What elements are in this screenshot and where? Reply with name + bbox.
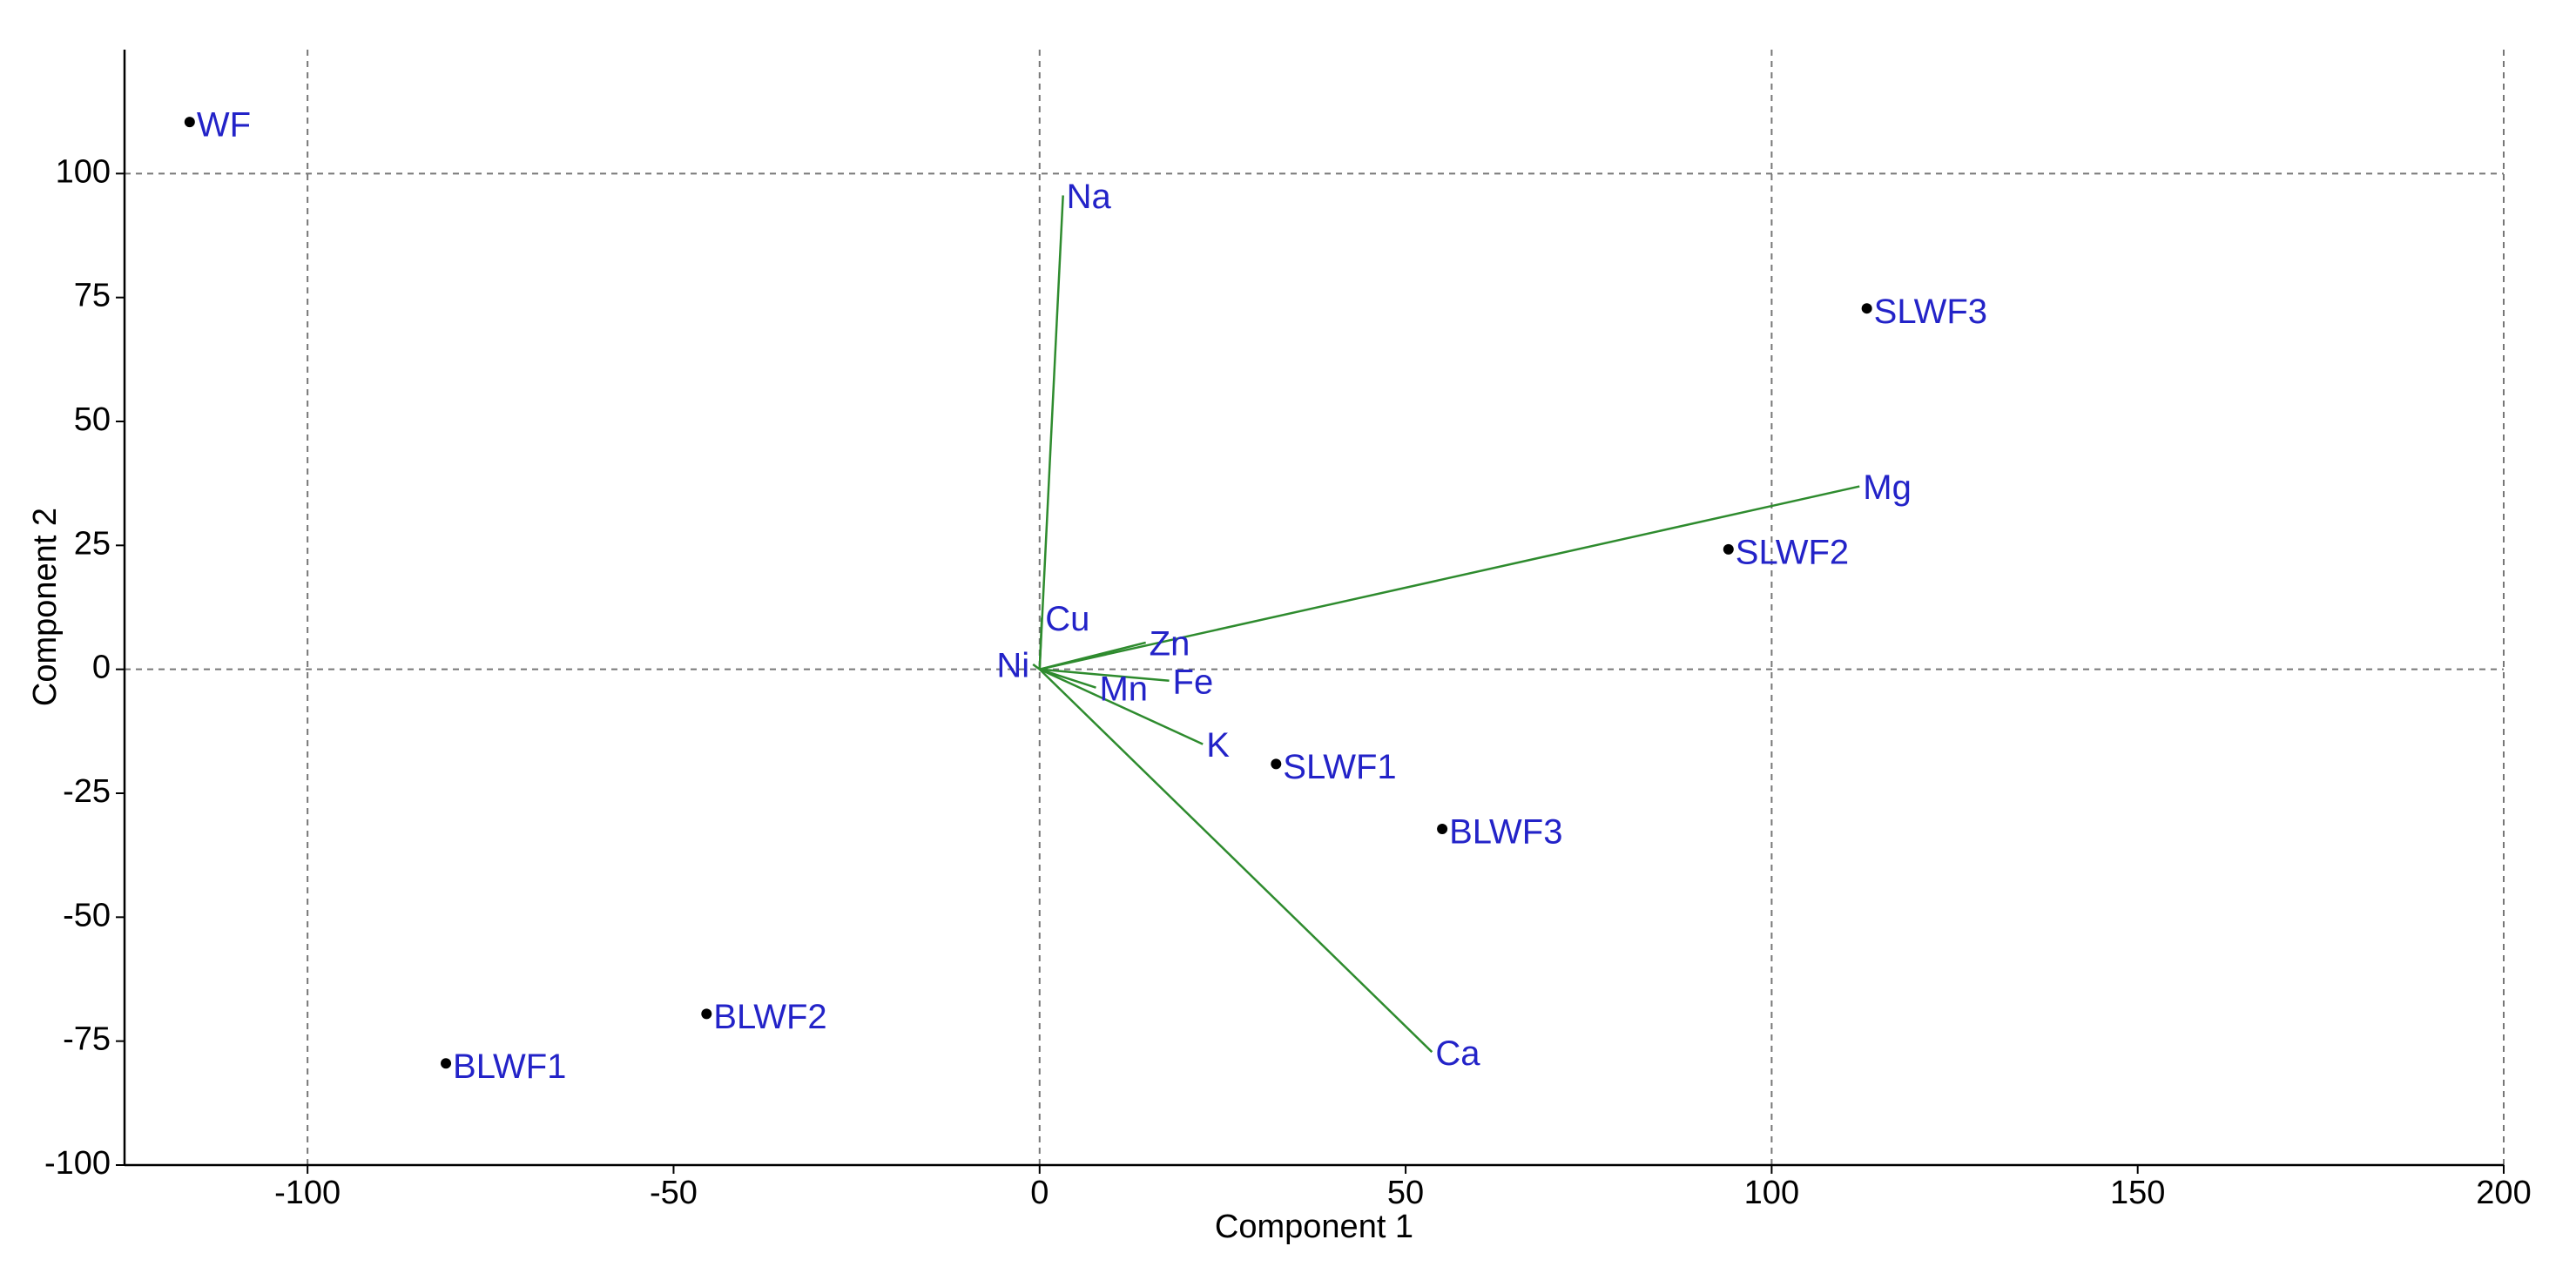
score-point — [1437, 823, 1448, 834]
score-point — [1861, 303, 1872, 314]
score-label: SLWF2 — [1736, 533, 1849, 571]
loading-vector — [1039, 668, 1096, 689]
score-label: SLWF3 — [1874, 293, 1987, 331]
loading-label: Ni — [996, 647, 1029, 685]
loading-label: Mn — [1099, 670, 1148, 708]
score-label: BLWF3 — [1449, 813, 1562, 852]
loading-label: Fe — [1173, 663, 1214, 701]
y-tick-label: 75 — [74, 278, 111, 314]
x-axis-title: Component 1 — [1215, 1209, 1413, 1245]
score-label: WF — [197, 106, 251, 145]
score-point — [1271, 758, 1282, 770]
loading-vector — [1038, 617, 1043, 670]
x-tick-label: 50 — [1387, 1175, 1424, 1211]
y-tick-label: -25 — [63, 773, 111, 810]
score-point — [184, 117, 195, 128]
x-tick-label: 100 — [1744, 1175, 1799, 1211]
loading-vector — [1038, 195, 1064, 670]
loading-label: Mg — [1863, 468, 1912, 507]
score-point — [441, 1058, 452, 1069]
loading-label: Ca — [1435, 1034, 1480, 1073]
score-point — [701, 1008, 712, 1020]
y-axis-title: Component 2 — [27, 508, 64, 706]
y-tick-label: 100 — [56, 153, 111, 190]
y-tick-label: -50 — [63, 897, 111, 933]
loading-vector — [1039, 668, 1204, 745]
score-label: BLWF2 — [713, 998, 826, 1036]
x-tick-label: 150 — [2110, 1175, 2165, 1211]
loading-vector — [1039, 668, 1170, 683]
loading-vector — [1039, 485, 1860, 670]
loading-vector — [1032, 663, 1041, 670]
score-label: BLWF1 — [453, 1048, 566, 1086]
loading-vector — [1038, 668, 1433, 1054]
x-tick-label: -50 — [650, 1175, 698, 1211]
loading-label: Cu — [1045, 600, 1089, 638]
loading-label: Na — [1067, 178, 1112, 216]
loading-label: Zn — [1150, 624, 1190, 663]
loading-vector — [1039, 641, 1146, 670]
y-tick-label: 0 — [92, 650, 111, 686]
x-tick-label: -100 — [274, 1175, 341, 1211]
y-tick-label: -75 — [63, 1021, 111, 1058]
score-label: SLWF1 — [1283, 748, 1396, 786]
loading-label: K — [1206, 726, 1230, 765]
y-tick-label: -100 — [44, 1145, 111, 1182]
score-point — [1723, 543, 1734, 555]
x-tick-label: 200 — [2476, 1175, 2531, 1211]
x-tick-label: 0 — [1030, 1175, 1049, 1211]
y-tick-label: 50 — [74, 401, 111, 438]
y-tick-label: 25 — [74, 525, 111, 562]
